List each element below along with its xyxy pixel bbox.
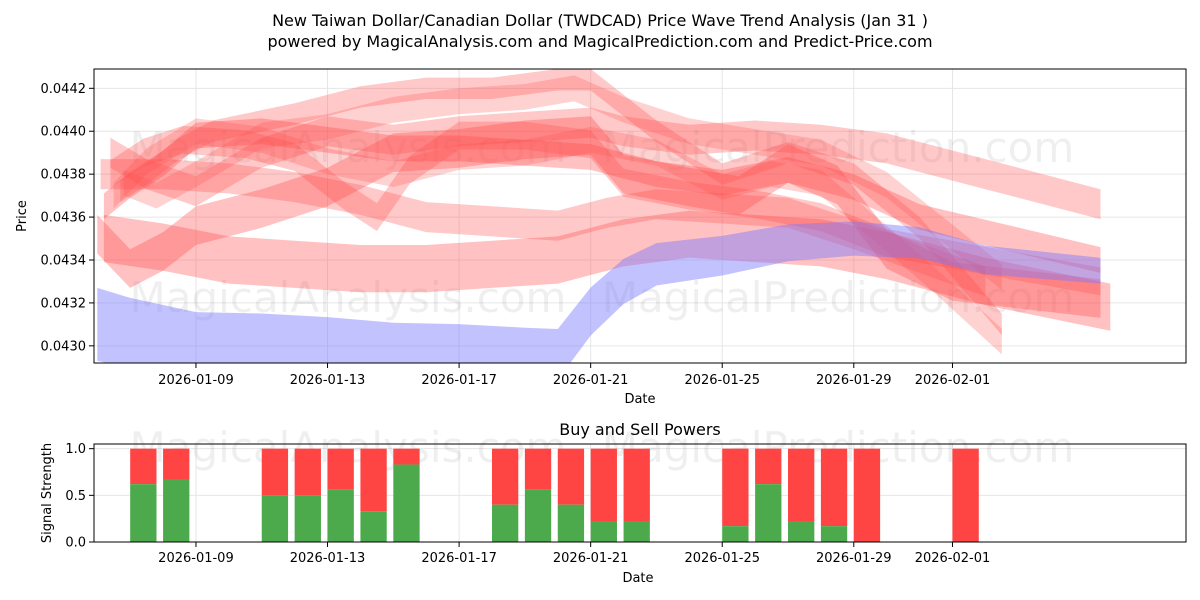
signal-y-tick-label: 0.0 <box>65 536 86 551</box>
price-x-ticks: 2026-01-09 2026-01-13 2026-01-17 2026-01-21… <box>158 363 990 388</box>
price-wave-bands <box>97 69 1111 363</box>
sell-power-bar <box>952 448 979 542</box>
price-grid <box>94 69 1186 363</box>
price-band-wave-6 <box>97 116 1101 318</box>
price-y-axis-label: Price <box>15 200 30 232</box>
price-y-tick-label: 0.0434 <box>41 253 87 268</box>
sell-power-bar <box>590 448 617 522</box>
price-panel: MagicalAnalysis.com MagicalPrediction.co… <box>15 68 1187 407</box>
buy-power-bar <box>360 511 387 542</box>
sell-power-bar <box>393 448 420 465</box>
sell-power-bar <box>722 448 749 527</box>
buy-power-bar <box>261 495 289 542</box>
price-y-tick-label: 0.0430 <box>41 339 87 354</box>
watermark-prediction: MagicalPrediction.com <box>602 123 1075 172</box>
sell-power-bar <box>327 448 354 490</box>
sell-power-bar <box>261 448 289 496</box>
chart-title-line1: New Taiwan Dollar/Canadian Dollar (TWDCA… <box>272 11 928 30</box>
price-band-wave-blue <box>97 221 1101 363</box>
price-x-tick-label: 2026-01-25 <box>684 373 760 388</box>
sell-power-bar <box>788 448 815 522</box>
price-y-tick-label: 0.0438 <box>41 168 87 183</box>
price-band-wave-5 <box>100 159 986 297</box>
price-y-tick-label: 0.0440 <box>41 125 87 140</box>
buy-power-bar <box>294 495 321 542</box>
price-watermark: MagicalAnalysis.com MagicalPrediction.co… <box>130 123 1075 322</box>
buy-power-bar <box>590 521 617 542</box>
signal-title: Buy and Sell Powers <box>559 420 721 439</box>
signal-y-axis-label: Signal Strength <box>40 443 55 543</box>
signal-x-tick-label: 2026-01-17 <box>421 551 497 566</box>
signal-x-tick-label: 2026-01-21 <box>553 551 629 566</box>
signal-panel: Buy and Sell Powers MagicalAnalysis.com … <box>40 420 1187 586</box>
buy-power-bar <box>820 526 848 542</box>
watermark-analysis: MagicalAnalysis.com <box>130 123 567 172</box>
chart-title-line2: powered by MagicalAnalysis.com and Magic… <box>267 32 932 51</box>
watermark-prediction: MagicalPrediction.com <box>602 273 1075 322</box>
sell-power-bar <box>491 448 519 505</box>
price-band-wave-7 <box>103 210 1111 331</box>
price-band-wave-9 <box>113 118 1002 355</box>
signal-x-tick-label: 2026-01-29 <box>816 551 892 566</box>
buy-power-bar <box>722 526 749 542</box>
sell-power-bar <box>294 448 321 496</box>
buy-power-bar <box>491 504 519 542</box>
price-x-axis-label: Date <box>624 392 655 407</box>
buy-power-bar <box>623 521 650 542</box>
price-x-tick-label: 2026-01-09 <box>158 373 234 388</box>
signal-bars <box>130 448 979 542</box>
sell-power-bar <box>557 448 585 505</box>
price-x-tick-label: 2026-01-21 <box>553 373 629 388</box>
buy-power-bar <box>327 489 354 542</box>
price-y-tick-label: 0.0436 <box>41 211 87 226</box>
price-x-tick-label: 2026-01-17 <box>421 373 497 388</box>
sell-power-bar <box>853 448 881 542</box>
price-x-tick-label: 2026-01-29 <box>816 373 892 388</box>
sell-power-bar <box>360 448 387 512</box>
price-axes-frame <box>93 68 1187 364</box>
price-y-tick-label: 0.0432 <box>41 296 87 311</box>
price-band-wave-1 <box>103 118 1101 273</box>
buy-power-bar <box>557 504 585 542</box>
sell-power-bar <box>163 448 190 480</box>
signal-axes-frame <box>93 443 1187 543</box>
signal-x-tick-label: 2026-01-25 <box>684 551 760 566</box>
sell-power-bar <box>623 448 650 522</box>
sell-power-bar <box>755 448 782 485</box>
signal-y-tick-label: 1.0 <box>65 442 86 457</box>
signal-x-ticks: 2026-01-09 2026-01-13 2026-01-17 2026-01-21… <box>158 542 990 566</box>
signal-x-tick-label: 2026-01-13 <box>290 551 366 566</box>
sell-power-bar <box>820 448 848 527</box>
signal-x-tick-label: 2026-02-01 <box>915 551 991 566</box>
price-y-ticks: 0.0430 0.0432 0.0434 0.0436 0.0438 0.0440 0.04… <box>41 82 94 354</box>
price-y-tick-label: 0.0442 <box>41 82 87 97</box>
sell-power-bar <box>130 448 157 485</box>
price-band-wave-8 <box>110 107 1101 220</box>
signal-y-tick-label: 0.5 <box>65 489 86 504</box>
price-x-tick-label: 2026-01-13 <box>290 373 366 388</box>
signal-x-tick-label: 2026-01-09 <box>158 551 234 566</box>
price-band-wave-4 <box>110 121 1101 296</box>
price-x-tick-label: 2026-02-01 <box>915 373 991 388</box>
buy-power-bar <box>130 484 157 542</box>
buy-power-bar <box>755 484 782 542</box>
signal-y-ticks: 0.0 0.5 1.0 <box>65 442 94 551</box>
buy-power-bar <box>163 479 190 542</box>
price-band-wave-3 <box>123 75 1002 291</box>
buy-power-bar <box>524 489 552 542</box>
sell-power-bar <box>524 448 552 490</box>
buy-power-bar <box>788 521 815 542</box>
signal-x-axis-label: Date <box>622 571 653 586</box>
watermark-analysis: MagicalAnalysis.com <box>130 273 567 322</box>
buy-power-bar <box>393 464 420 542</box>
